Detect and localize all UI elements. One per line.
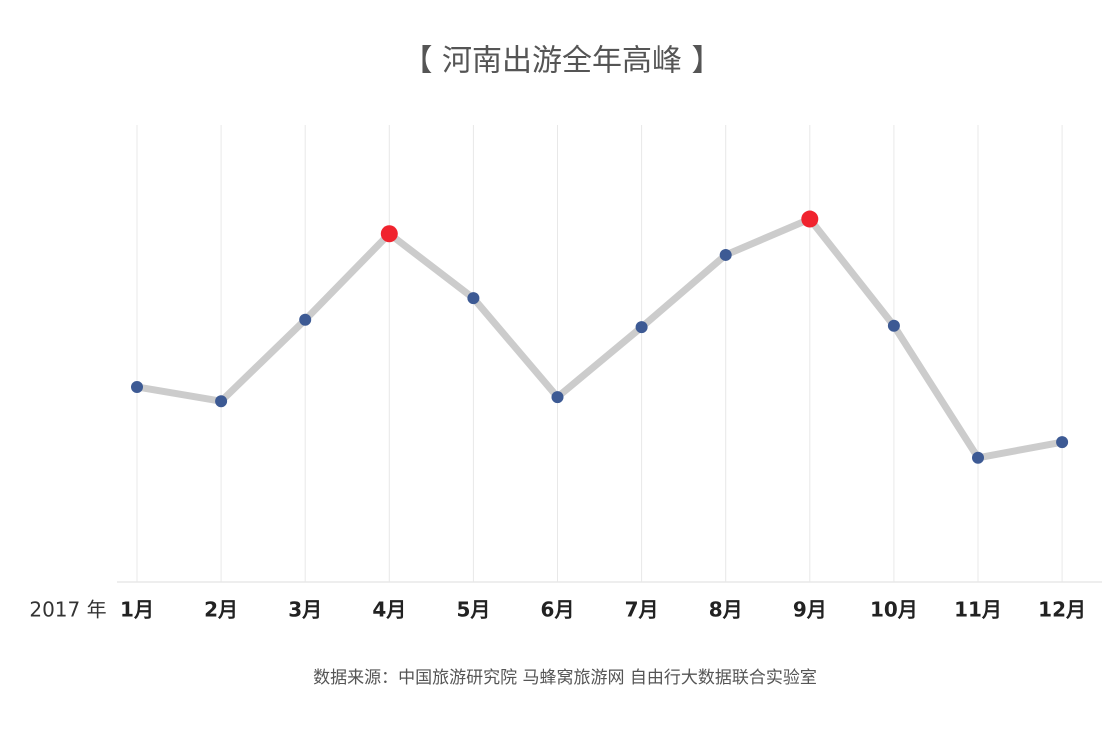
x-tick-label: 1月 [120, 598, 154, 622]
x-tick-label: 6月 [541, 598, 575, 622]
source-note: 数据来源：中国旅游研究院 马蜂窝旅游网 自由行大数据联合实验室 [313, 668, 817, 688]
data-point [801, 210, 819, 228]
chart-title: 【 河南出游全年高峰 】 [402, 44, 721, 79]
x-tick-label: 12月 [1038, 598, 1086, 622]
x-tick-label: 11月 [954, 598, 1002, 622]
x-tick-label: 9月 [793, 598, 827, 622]
data-point [380, 225, 398, 243]
series-line [133, 215, 1066, 462]
x-axis-label: 2017 年 [29, 598, 106, 622]
data-point [467, 292, 480, 305]
data-point [635, 321, 648, 334]
x-tick-label: 5月 [456, 598, 490, 622]
x-tick-label: 10月 [870, 598, 918, 622]
data-point [215, 395, 228, 408]
x-tick-label: 4月 [372, 598, 406, 622]
data-point [719, 248, 732, 261]
x-tick-label: 8月 [709, 598, 743, 622]
x-tick-label: 2月 [204, 598, 238, 622]
data-point [551, 391, 564, 404]
x-tick-label: 3月 [288, 598, 322, 622]
data-point [1056, 436, 1069, 449]
data-point [131, 380, 143, 393]
x-tick-label: 7月 [625, 598, 659, 622]
data-point [299, 313, 312, 326]
data-point [887, 319, 900, 332]
data-point [972, 451, 984, 464]
